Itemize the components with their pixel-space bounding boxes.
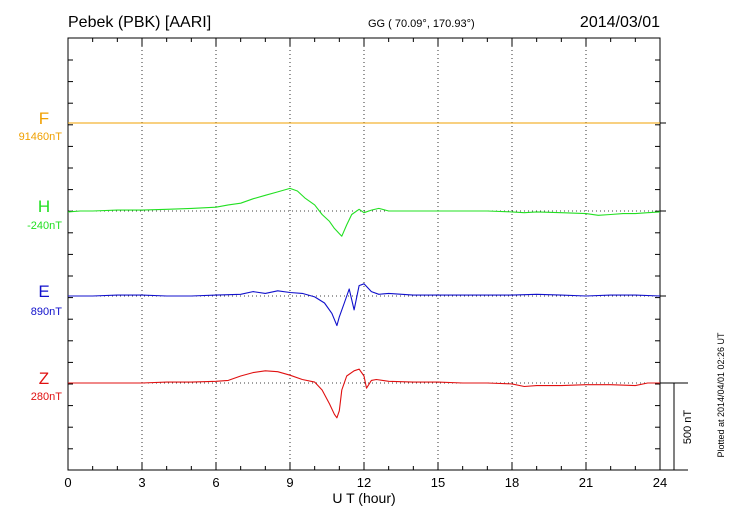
series-name-Z: Z bbox=[39, 369, 49, 388]
scale-bar-label: 500 nT bbox=[682, 410, 694, 445]
x-axis-label: U T (hour) bbox=[332, 490, 395, 506]
series-baseline-value-H: -240nT bbox=[27, 220, 62, 232]
series-labels: F 91460nT H -240nT E 890nT Z 280nT bbox=[19, 109, 63, 403]
x-tick-label-18: 18 bbox=[505, 475, 519, 490]
x-tick-label-6: 6 bbox=[212, 475, 219, 490]
series-line-H bbox=[67, 187, 661, 237]
series-name-E: E bbox=[38, 282, 49, 301]
series-baseline-value-E: 890nT bbox=[31, 306, 62, 318]
x-tick-label-0: 0 bbox=[64, 475, 71, 490]
station-title: Pebek (PBK) [AARI] bbox=[68, 14, 211, 31]
x-tick-label-24: 24 bbox=[653, 475, 667, 490]
coordinates-label: GG ( 70.09°, 170.93°) bbox=[368, 18, 475, 30]
plotted-at-note: Plotted at 2014/04/01 02:26 UT bbox=[716, 332, 726, 458]
x-tick-label-12: 12 bbox=[357, 475, 371, 490]
series-baseline-value-F: 91460nT bbox=[19, 131, 63, 143]
series-line-E bbox=[68, 283, 661, 327]
x-tick-labels: 0 3 6 9 12 15 18 21 24 bbox=[64, 475, 667, 490]
baseline-lines bbox=[68, 122, 666, 384]
series-line-Z bbox=[68, 368, 660, 419]
grid-lines bbox=[141, 38, 587, 470]
scale-bar: 500 nT bbox=[660, 382, 694, 471]
date-label: 2014/03/01 bbox=[580, 14, 660, 31]
series-name-F: F bbox=[39, 109, 49, 128]
axis-ticks bbox=[67, 38, 661, 470]
series-baseline-value-Z: 280nT bbox=[31, 391, 62, 403]
series-name-H: H bbox=[38, 197, 50, 216]
series-lines bbox=[67, 122, 661, 419]
x-tick-label-21: 21 bbox=[579, 475, 593, 490]
x-tick-label-3: 3 bbox=[138, 475, 145, 490]
x-tick-label-9: 9 bbox=[286, 475, 293, 490]
x-tick-label-15: 15 bbox=[431, 475, 445, 490]
